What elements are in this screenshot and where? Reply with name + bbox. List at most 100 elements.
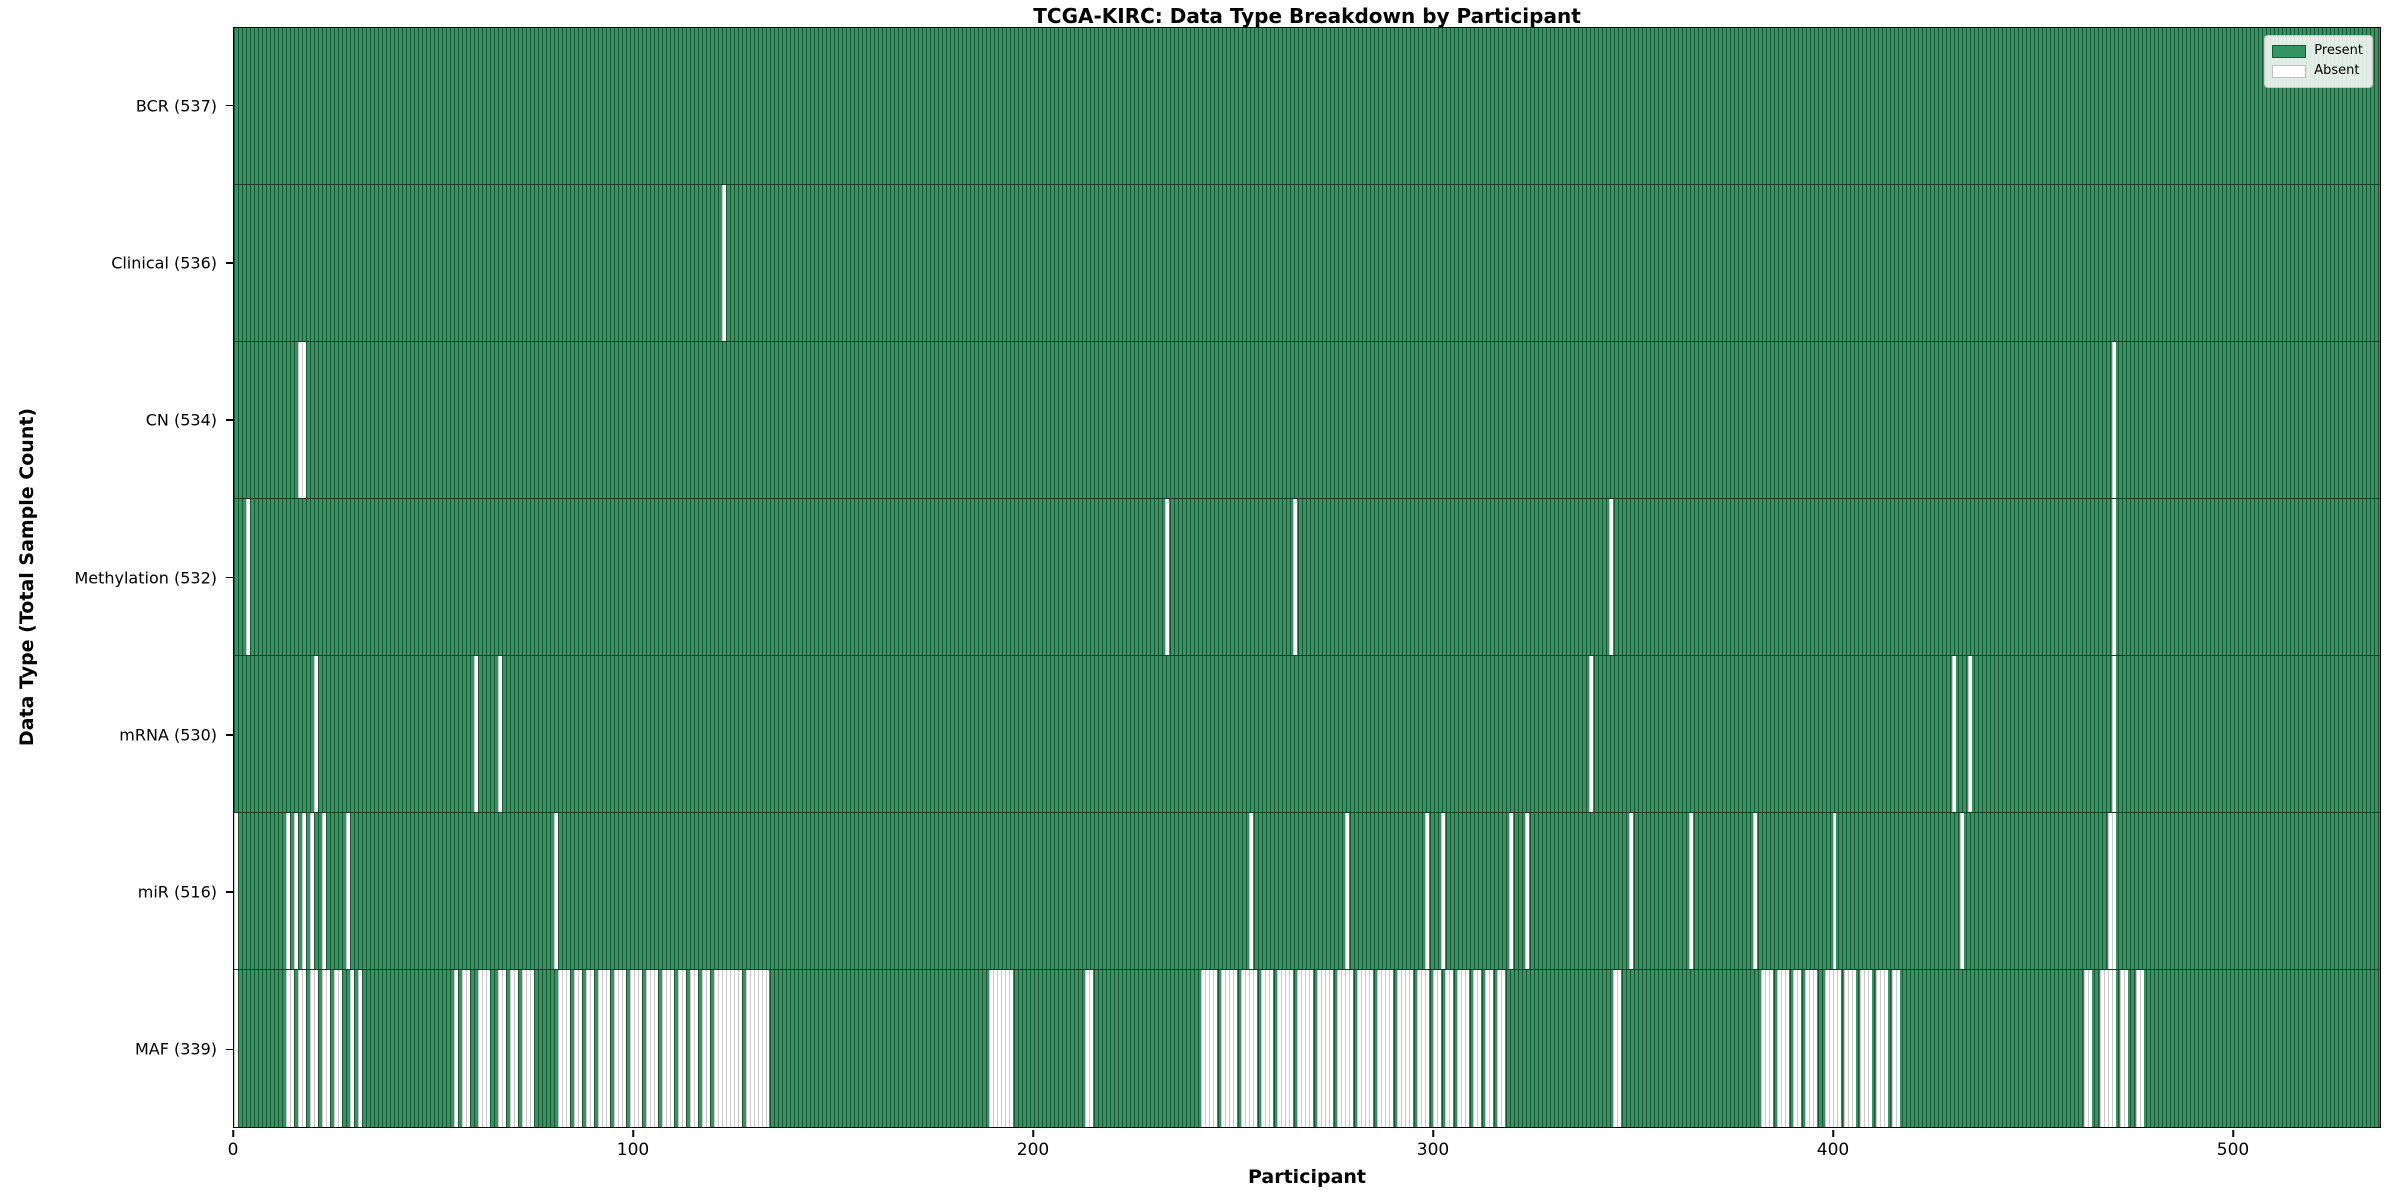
absent-gap: [701, 970, 710, 1127]
y-axis-ticks: BCR (537) Clinical (536) CN (534) Methylati…: [0, 27, 233, 1128]
absent-gap: [234, 970, 238, 1127]
x-tick-mark: [632, 1129, 634, 1137]
y-tick-label: Methylation (532): [74, 568, 217, 587]
y-tick-mark: [226, 1048, 233, 1051]
x-tick-label: 0: [227, 1140, 239, 1160]
absent-gap: [245, 499, 250, 655]
absent-gap: [297, 342, 306, 498]
absent-gap: [321, 970, 330, 1127]
absent-gap: [349, 970, 354, 1127]
x-tick-label: 100: [616, 1140, 650, 1160]
absent-gap: [1201, 970, 1218, 1127]
legend-present-swatch: [2272, 44, 2307, 58]
absent-gap: [585, 970, 594, 1127]
absent-gap: [2112, 656, 2117, 812]
absent-gap: [1776, 970, 1789, 1127]
absent-gap: [1293, 499, 1297, 655]
absent-gap: [1968, 656, 1973, 812]
absent-gap: [321, 813, 326, 969]
x-tick-mark: [1032, 1129, 1034, 1137]
absent-gap: [1440, 813, 1445, 969]
y-tick-mark: [226, 576, 233, 579]
y-tick-label: Clinical (536): [111, 253, 217, 273]
legend-present-label: Present: [2314, 43, 2363, 58]
legend-absent-label: Absent: [2314, 63, 2360, 78]
chart-title: TCGA-KIRC: Data Type Breakdown by Partic…: [1033, 4, 1581, 28]
heatmap-row-Methylation: [234, 499, 2380, 656]
x-tick-mark: [1432, 1129, 1434, 1137]
absent-gap: [1832, 813, 1837, 969]
absent-gap: [2112, 342, 2117, 498]
absent-gap: [1456, 970, 1469, 1127]
y-tick-mark: [226, 891, 233, 893]
absent-gap: [1608, 499, 1613, 655]
absent-gap: [1952, 656, 1957, 812]
absent-gap: [645, 970, 658, 1127]
absent-gap: [1396, 970, 1413, 1127]
x-axis-label: Participant: [1247, 1166, 1367, 1188]
absent-gap: [1824, 970, 1841, 1127]
absent-gap: [1344, 813, 1349, 969]
absent-gap: [1524, 813, 1529, 969]
heatmap-row-BCR: [234, 28, 2380, 185]
x-axis-ticks: 0 100 200 300 400 500: [228, 1128, 2381, 1174]
absent-gap: [677, 970, 686, 1127]
absent-gap: [1165, 499, 1170, 655]
legend-item-absent: Absent: [2272, 61, 2363, 81]
y-tick-label: miR (516): [137, 882, 217, 902]
absent-gap: [461, 970, 470, 1127]
heatmap-row-mRNA: [234, 656, 2380, 813]
absent-gap: [629, 970, 642, 1127]
absent-gap: [1085, 970, 1094, 1127]
y-tick-label: MAF (339): [134, 1039, 217, 1059]
y-tick-mark: [226, 262, 233, 264]
absent-gap: [1261, 970, 1274, 1127]
absent-gap: [1496, 970, 1505, 1127]
absent-gap: [1336, 970, 1353, 1127]
heatmap-row-CN: [234, 342, 2380, 499]
heatmap-row-Clinical: [234, 185, 2380, 342]
absent-gap: [234, 813, 238, 969]
absent-gap: [521, 970, 534, 1127]
y-tick-mark: [226, 734, 233, 736]
absent-gap: [497, 970, 506, 1127]
absent-gap: [2108, 813, 2117, 969]
absent-gap: [597, 970, 610, 1127]
absent-gap: [1860, 970, 1873, 1127]
absent-gap: [497, 656, 502, 812]
absent-gap: [453, 970, 458, 1127]
absent-gap: [573, 970, 582, 1127]
absent-gap: [553, 813, 558, 969]
absent-gap: [1249, 813, 1254, 969]
absent-gap: [613, 970, 626, 1127]
y-tick-label: mRNA (530): [119, 725, 217, 745]
absent-gap: [2112, 499, 2117, 655]
absent-gap: [745, 970, 770, 1127]
absent-gap: [297, 970, 306, 1127]
absent-gap: [1241, 970, 1258, 1127]
absent-gap: [1297, 970, 1313, 1127]
absent-gap: [1588, 656, 1593, 812]
absent-gap: [2100, 970, 2117, 1127]
legend: Present Absent: [2264, 35, 2373, 88]
absent-gap: [989, 970, 1014, 1127]
absent-gap: [1752, 813, 1757, 969]
absent-gap: [345, 813, 350, 969]
absent-gap: [1612, 970, 1621, 1127]
absent-gap: [557, 970, 570, 1127]
heatmap-row-MAF: [234, 970, 2380, 1127]
absent-gap: [1892, 970, 1901, 1127]
absent-gap: [477, 970, 490, 1127]
absent-gap: [1760, 970, 1773, 1127]
absent-gap: [1432, 970, 1441, 1127]
absent-gap: [313, 656, 318, 812]
absent-gap: [293, 813, 298, 969]
y-tick-label: BCR (537): [135, 96, 217, 116]
absent-gap: [301, 813, 306, 969]
absent-gap: [1876, 970, 1889, 1127]
absent-gap: [1792, 970, 1801, 1127]
absent-gap: [1221, 970, 1238, 1127]
absent-gap: [509, 970, 518, 1127]
absent-gap: [1628, 813, 1633, 969]
absent-gap: [357, 970, 362, 1127]
